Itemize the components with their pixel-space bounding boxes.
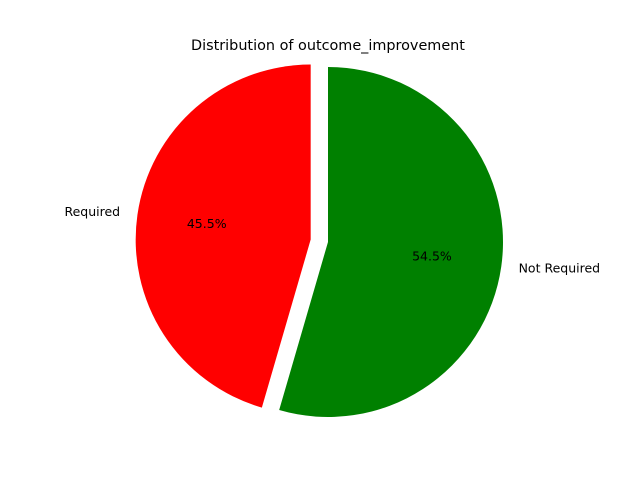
slice-percent-label: 54.5% (412, 248, 452, 263)
slice-label: Required (64, 204, 120, 219)
slice-percent-label: 45.5% (187, 216, 227, 231)
pie-slices (135, 64, 503, 417)
chart-title: Distribution of outcome_improvement (191, 38, 465, 54)
pie-labels: Required 45.5% Not Required 54.5% (64, 204, 600, 276)
pie-slice-not-required (279, 67, 503, 417)
pie-slice-required (135, 64, 311, 408)
slice-label: Not Required (519, 261, 601, 276)
